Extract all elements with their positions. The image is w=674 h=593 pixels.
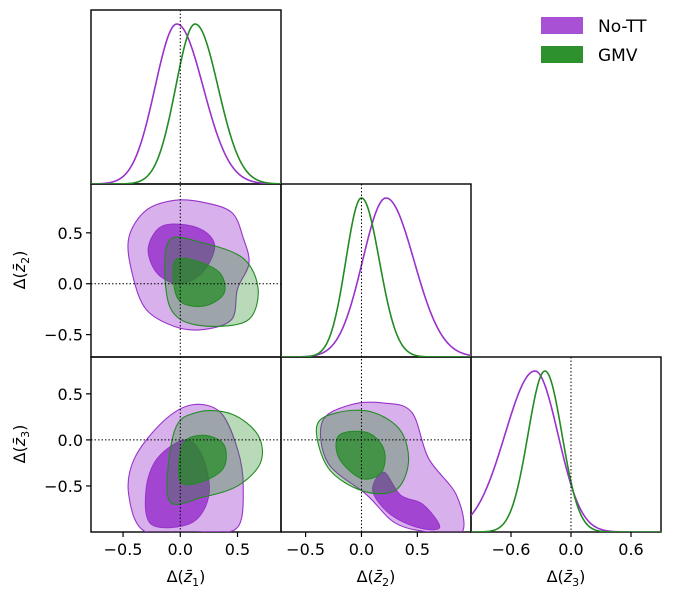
marginal-p2 bbox=[281, 197, 471, 357]
legend-swatch-no-tt bbox=[541, 17, 583, 34]
xlabel-z1: Δ(z̄1) bbox=[167, 567, 206, 589]
contours-p1_p2 bbox=[127, 199, 259, 331]
xtick-label-z1-1: 0.0 bbox=[168, 540, 193, 559]
xtick-label-z2-1: 0.0 bbox=[349, 540, 374, 559]
legend: No-TT GMV bbox=[541, 17, 647, 66]
xlabel-z2: Δ(z̄2) bbox=[357, 567, 396, 589]
legend-label-gmv: GMV bbox=[598, 46, 638, 66]
xtick-label-z1-0: −0.5 bbox=[104, 540, 143, 559]
contour-inner-gmv bbox=[172, 257, 226, 307]
xtick-label-z3-2: 0.6 bbox=[618, 540, 643, 559]
panel-marginal-z3 bbox=[470, 356, 662, 533]
ytick-label-z3-1: 0.0 bbox=[58, 431, 83, 450]
xtick-label-z2-2: 0.5 bbox=[405, 540, 430, 559]
ytick-label-z3-2: −0.5 bbox=[44, 477, 83, 496]
contour-inner-no-tt bbox=[372, 471, 441, 531]
legend-label-no-tt: No-TT bbox=[598, 17, 647, 37]
xtick-label-z2-0: −0.5 bbox=[286, 540, 325, 559]
ytick-label-z2-1: 0.0 bbox=[58, 275, 83, 294]
marginal-curve-no-tt bbox=[281, 197, 471, 357]
marginal-curve-gmv bbox=[471, 370, 661, 532]
marginal-curve-no-tt bbox=[91, 23, 281, 184]
panel-marginal-z1 bbox=[90, 9, 282, 185]
ylabel-z2: Δ(z̄2) bbox=[10, 251, 32, 290]
ytick-label-z3-0: 0.5 bbox=[58, 385, 83, 404]
xtick-label-z3-1: 0.0 bbox=[558, 540, 583, 559]
marginal-p1 bbox=[91, 23, 281, 184]
ytick-label-z2-0: 0.5 bbox=[58, 224, 83, 243]
contour-inner-gmv bbox=[177, 434, 227, 486]
marginal-curve-gmv bbox=[91, 23, 281, 184]
contours-p1_p3 bbox=[127, 403, 263, 532]
marginal-p3 bbox=[471, 370, 661, 532]
xtick-label-z3-0: −0.6 bbox=[492, 540, 531, 559]
marginal-curve-no-tt bbox=[471, 370, 661, 532]
ytick-label-z2-2: −0.5 bbox=[44, 326, 83, 345]
contours-p2_p3 bbox=[315, 401, 465, 532]
xlabel-z3: Δ(z̄3) bbox=[547, 567, 586, 589]
marginal-curve-gmv bbox=[281, 197, 471, 357]
legend-swatch-gmv bbox=[541, 46, 583, 63]
ylabel-z3: Δ(z̄3) bbox=[10, 425, 32, 464]
xtick-label-z1-2: 0.5 bbox=[225, 540, 250, 559]
contour-inner-gmv bbox=[335, 430, 386, 480]
